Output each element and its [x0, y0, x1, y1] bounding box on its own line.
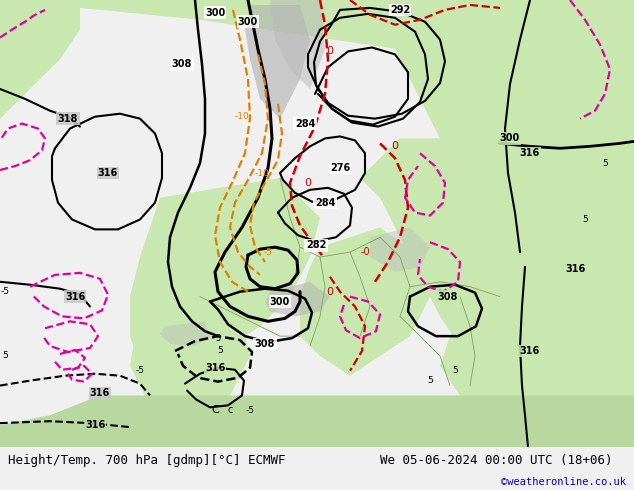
Text: -5: -5 — [264, 247, 273, 257]
Text: -10: -10 — [255, 169, 269, 177]
Text: 284: 284 — [315, 197, 335, 208]
Text: 0: 0 — [392, 141, 399, 151]
Text: 5: 5 — [216, 334, 221, 343]
Text: 316: 316 — [65, 292, 85, 302]
Polygon shape — [265, 282, 330, 317]
Polygon shape — [0, 395, 634, 447]
Text: 276: 276 — [330, 163, 350, 173]
Text: 316: 316 — [205, 363, 225, 373]
Text: 316: 316 — [520, 148, 540, 158]
Text: We 05-06-2024 00:00 UTC (18+06): We 05-06-2024 00:00 UTC (18+06) — [380, 454, 613, 467]
Polygon shape — [360, 138, 634, 415]
Text: c: c — [228, 405, 233, 416]
Polygon shape — [130, 296, 250, 415]
Text: 5: 5 — [217, 346, 223, 355]
Text: 300: 300 — [500, 133, 520, 144]
Text: 284: 284 — [295, 119, 315, 128]
Polygon shape — [300, 227, 430, 376]
Text: -0: -0 — [360, 247, 370, 257]
Text: 316: 316 — [85, 420, 105, 430]
Text: 0: 0 — [327, 47, 333, 56]
Text: 300: 300 — [205, 8, 225, 18]
Text: -10: -10 — [235, 112, 249, 121]
Text: C: C — [211, 405, 219, 416]
Text: 316: 316 — [520, 346, 540, 356]
Polygon shape — [0, 425, 634, 447]
Text: 5: 5 — [582, 215, 588, 224]
Text: 5: 5 — [427, 376, 433, 385]
Text: 0: 0 — [304, 178, 311, 188]
Text: 316: 316 — [98, 168, 118, 178]
Polygon shape — [370, 227, 430, 272]
Text: Height/Temp. 700 hPa [gdmp][°C] ECMWF: Height/Temp. 700 hPa [gdmp][°C] ECMWF — [8, 454, 285, 467]
Text: 316: 316 — [90, 389, 110, 398]
Polygon shape — [245, 5, 310, 119]
Text: 316: 316 — [565, 264, 585, 274]
Text: 292: 292 — [390, 5, 410, 15]
Text: 308: 308 — [255, 339, 275, 349]
Text: -5: -5 — [136, 366, 145, 375]
Polygon shape — [440, 277, 634, 425]
Polygon shape — [0, 0, 80, 119]
Text: 300: 300 — [238, 17, 258, 27]
Text: -5: -5 — [1, 287, 10, 296]
Text: 282: 282 — [306, 240, 326, 250]
Polygon shape — [270, 0, 325, 89]
Text: 0: 0 — [327, 287, 333, 296]
Text: 308: 308 — [172, 59, 192, 69]
Text: 318: 318 — [58, 114, 78, 123]
Polygon shape — [160, 321, 210, 346]
Text: 5: 5 — [602, 159, 608, 168]
Text: 300: 300 — [270, 296, 290, 307]
Text: 308: 308 — [438, 292, 458, 302]
Text: 5: 5 — [2, 351, 8, 361]
Polygon shape — [0, 0, 634, 148]
Text: 5: 5 — [452, 366, 458, 375]
Text: ©weatheronline.co.uk: ©weatheronline.co.uk — [501, 477, 626, 487]
Polygon shape — [130, 178, 320, 386]
Polygon shape — [370, 0, 634, 317]
Text: -5: -5 — [245, 406, 254, 415]
